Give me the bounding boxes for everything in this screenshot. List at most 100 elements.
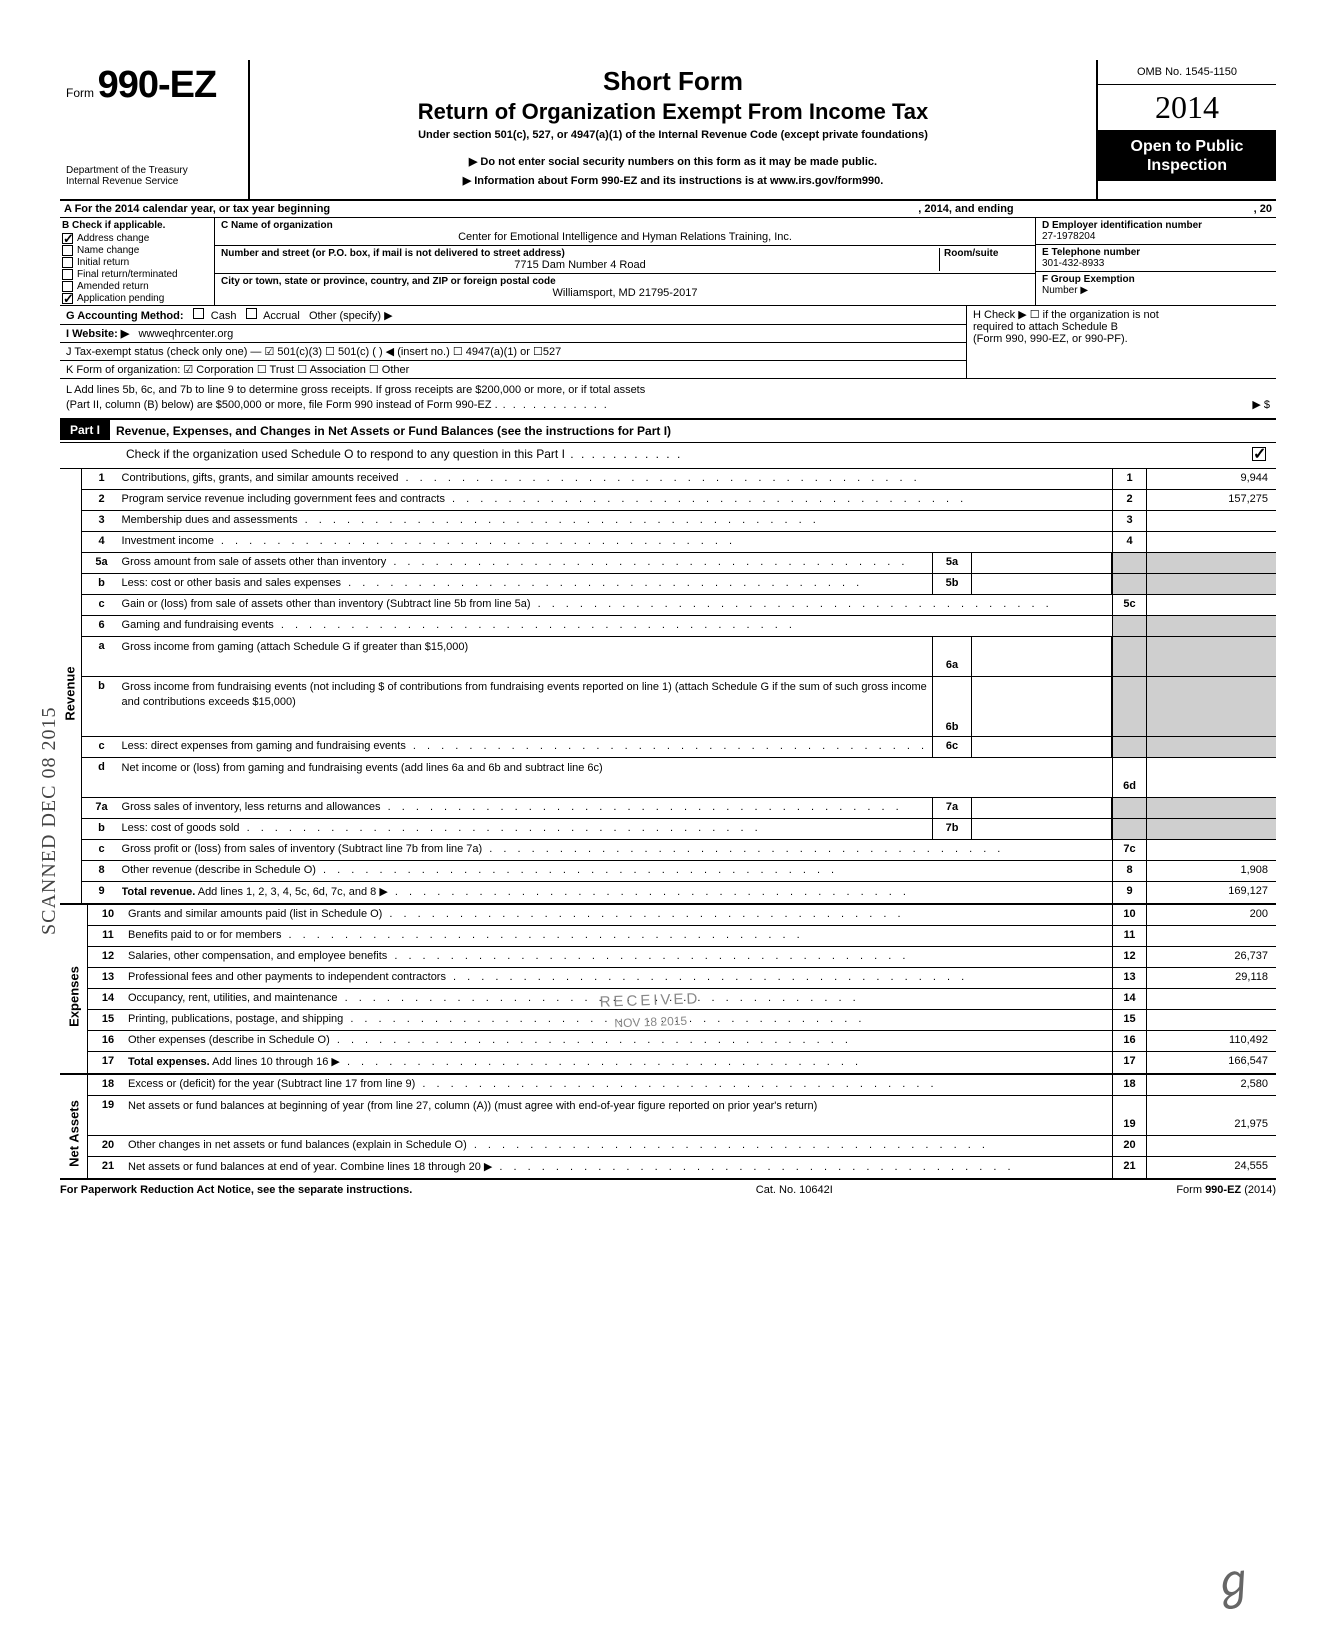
title-main: Short Form: [260, 66, 1086, 97]
form-line: bLess: cost or other basis and sales exp…: [82, 574, 1276, 595]
line-number: 9: [82, 882, 122, 903]
checkbox[interactable]: [62, 293, 73, 304]
line-description: Membership dues and assessments: [122, 511, 1112, 531]
line-description: Gain or (loss) from sale of assets other…: [122, 595, 1112, 615]
row-a-mid: , 2014, and ending: [918, 203, 1013, 215]
mid-value-box: [972, 553, 1112, 573]
website-value: wwweqhrcenter.org: [138, 328, 233, 340]
phone-label: E Telephone number: [1042, 247, 1270, 258]
accrual-checkbox[interactable]: [246, 308, 257, 319]
value-box: 9,944: [1146, 469, 1276, 489]
revenue-lines: 1Contributions, gifts, grants, and simil…: [82, 469, 1276, 903]
mid-number-box: 5a: [932, 553, 972, 573]
part1-check-text: Check if the organization used Schedule …: [120, 443, 1246, 468]
value-box: 26,737: [1146, 947, 1276, 967]
l-arrow: ▶ $: [1252, 398, 1270, 413]
form-line: cGross profit or (loss) from sales of in…: [82, 840, 1276, 861]
mid-number-box: 7b: [932, 819, 972, 839]
checkbox-label: Name change: [77, 245, 139, 256]
number-box: 14: [1112, 989, 1146, 1009]
checkbox[interactable]: [62, 245, 73, 256]
line-description: Net assets or fund balances at beginning…: [128, 1096, 1112, 1135]
addr-label: Number and street (or P.O. box, if mail …: [221, 248, 939, 259]
page-footer: For Paperwork Reduction Act Notice, see …: [60, 1180, 1276, 1196]
value-box: [1146, 989, 1276, 1009]
addr-value: 7715 Dam Number 4 Road: [221, 259, 939, 271]
line-number: 14: [88, 989, 128, 1009]
form-line: 4Investment income4: [82, 532, 1276, 553]
line-description: Gross income from fundraising events (no…: [122, 677, 932, 736]
group-ex-label2: Number ▶: [1042, 285, 1088, 296]
value-box: 157,275: [1146, 490, 1276, 510]
line-number: 16: [88, 1031, 128, 1051]
h-line2: required to attach Schedule B: [973, 321, 1270, 333]
value-box: 21,975: [1146, 1096, 1276, 1135]
form-number: 990-EZ: [98, 64, 217, 106]
number-box: 3: [1112, 511, 1146, 531]
line-description: Gross amount from sale of assets other t…: [122, 553, 932, 573]
line-description: Other changes in net assets or fund bala…: [128, 1136, 1112, 1156]
checkbox[interactable]: [62, 233, 73, 244]
value-box: 2,580: [1146, 1075, 1276, 1095]
addr-row: Number and street (or P.O. box, if mail …: [215, 246, 1035, 274]
mid-value-box: [972, 819, 1112, 839]
open-line2: Inspection: [1100, 156, 1274, 175]
form-line: 16Other expenses (describe in Schedule O…: [88, 1031, 1276, 1052]
l-line1: L Add lines 5b, 6c, and 7b to line 9 to …: [66, 383, 1270, 398]
number-box: 8: [1112, 861, 1146, 881]
netassets-vert-label: Net Assets: [60, 1075, 88, 1178]
number-box: 4: [1112, 532, 1146, 552]
line-number: 17: [88, 1052, 128, 1073]
line-description: Other revenue (describe in Schedule O): [122, 861, 1112, 881]
number-box-shaded: [1112, 553, 1146, 573]
line-description: Total revenue. Add lines 1, 2, 3, 4, 5c,…: [122, 882, 1112, 903]
line-number: 13: [88, 968, 128, 988]
line-number: 19: [88, 1096, 128, 1135]
number-box-shaded: [1112, 616, 1146, 636]
revenue-label-text: Revenue: [63, 666, 78, 720]
value-box-shaded: [1146, 737, 1276, 757]
value-box: 24,555: [1146, 1157, 1276, 1178]
form-prefix: Form: [66, 86, 94, 100]
l-line2: (Part II, column (B) below) are $500,000…: [66, 398, 609, 413]
year-outline: 20: [1155, 89, 1187, 125]
form-line: 14Occupancy, rent, utilities, and mainte…: [88, 989, 1276, 1010]
city-label: City or town, state or province, country…: [221, 276, 1029, 287]
h-line3: (Form 990, 990-EZ, or 990-PF).: [973, 333, 1270, 345]
row-j: J Tax-exempt status (check only one) — ☑…: [60, 343, 966, 361]
rows-g-to-k: G Accounting Method: Cash Accrual Other …: [60, 306, 1276, 379]
open-line1: Open to Public: [1100, 137, 1274, 156]
line-number: 21: [88, 1157, 128, 1178]
checkbox[interactable]: [62, 257, 73, 268]
year-bold: 14: [1187, 89, 1219, 125]
phone-row: E Telephone number 301-432-8933: [1036, 245, 1276, 272]
value-box: [1146, 1136, 1276, 1156]
line-description: Gaming and fundraising events: [122, 616, 1112, 636]
number-box-shaded: [1112, 737, 1146, 757]
form-header: Form 990-EZ Department of the Treasury I…: [60, 60, 1276, 201]
checkbox-label: Application pending: [77, 293, 164, 304]
line-number: c: [82, 737, 122, 757]
number-box: 6d: [1112, 758, 1146, 797]
form-line: 18Excess or (deficit) for the year (Subt…: [88, 1075, 1276, 1096]
row-l: L Add lines 5b, 6c, and 7b to line 9 to …: [60, 379, 1276, 420]
value-box: 169,127: [1146, 882, 1276, 903]
checkbox[interactable]: [62, 269, 73, 280]
revenue-vert-label: Revenue: [60, 469, 82, 903]
row-a-left: A For the 2014 calendar year, or tax yea…: [64, 203, 330, 215]
schedule-o-checkbox[interactable]: [1252, 447, 1266, 461]
value-box-shaded: [1146, 574, 1276, 594]
checkbox-row: Initial return: [62, 257, 212, 268]
number-box: 12: [1112, 947, 1146, 967]
netassets-block: Net Assets 18Excess or (deficit) for the…: [60, 1075, 1276, 1180]
title-sub: Return of Organization Exempt From Incom…: [260, 99, 1086, 125]
checkbox-row: Amended return: [62, 281, 212, 292]
line-number: 6: [82, 616, 122, 636]
number-box-shaded: [1112, 574, 1146, 594]
h-line1: H Check ▶ ☐ if the organization is not: [973, 308, 1270, 321]
number-box: 5c: [1112, 595, 1146, 615]
part1-check: [1246, 443, 1276, 468]
checkbox-label: Final return/terminated: [77, 269, 178, 280]
cash-checkbox[interactable]: [193, 308, 204, 319]
g-label: G Accounting Method:: [66, 310, 184, 322]
